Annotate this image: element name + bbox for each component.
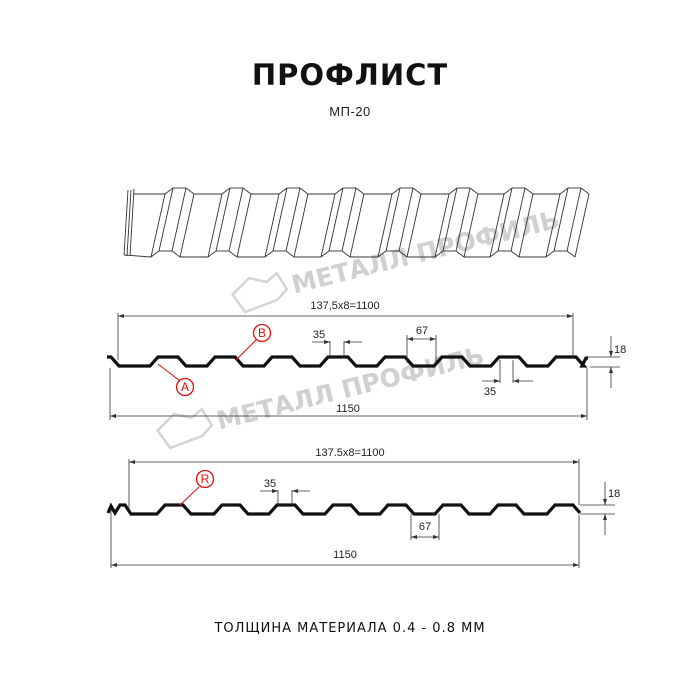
profile-top: 137,5x8=1100 1150 35 67 35 18 B A	[107, 300, 626, 420]
sheet-edge	[412, 187, 422, 195]
sheet-edge	[293, 193, 309, 258]
sheet-edge	[185, 187, 195, 195]
profile-line	[107, 355, 588, 368]
svg-text:R: R	[201, 472, 210, 486]
material-thickness-note: ТОЛЩИНА МАТЕРИАЛА 0.4 - 0.8 ММ	[214, 621, 486, 636]
sheet-edge	[545, 250, 555, 258]
sheet-edge	[129, 188, 135, 257]
profile-bottom: 137.5x8=1100 1150 35 67 18 R	[106, 447, 620, 568]
watermark-text: МЕТАЛЛ ПРОФИЛЬ	[214, 341, 487, 436]
sheet-edge	[228, 250, 238, 258]
sheet-edge	[398, 250, 408, 258]
watermark-2: МЕТАЛЛ ПРОФИЛЬ	[155, 341, 487, 450]
sheet-edge	[545, 193, 561, 258]
sheet-edge	[320, 193, 336, 258]
sheet-edge	[469, 187, 479, 195]
sheet-edge	[164, 187, 174, 195]
sheet-edge	[285, 250, 295, 258]
sheet-edge	[349, 193, 365, 258]
sheet-edge	[264, 250, 274, 258]
sheet-edge	[341, 187, 357, 252]
sheet-edge	[207, 193, 223, 258]
marker-a: A	[157, 363, 195, 397]
sheet-edge	[553, 187, 569, 252]
sheet-edge	[126, 189, 132, 257]
sheet-edge	[518, 193, 534, 258]
sheet-edge	[391, 187, 401, 195]
page-title: ПРОФЛИСТ	[251, 58, 449, 92]
sheet-edge	[406, 193, 422, 258]
rib-top-label: 35	[264, 478, 276, 490]
sheet-3d-view	[123, 187, 590, 258]
width-label: 1150	[336, 403, 360, 415]
sheet-edge	[434, 250, 444, 258]
sheet-edge	[278, 187, 288, 195]
sheet-edge	[377, 250, 387, 258]
sheet-edge	[510, 187, 526, 252]
sheet-edge	[123, 254, 152, 258]
svg-text:B: B	[258, 326, 266, 340]
sheet-edge	[207, 250, 217, 258]
sheet-edge	[559, 187, 569, 195]
height-label: 18	[608, 488, 620, 500]
sheet-edge	[158, 187, 174, 252]
sheet-edge	[264, 193, 280, 258]
sheet-edge	[272, 187, 288, 252]
sheet-edge	[179, 193, 195, 258]
sheet-edge	[385, 187, 401, 252]
sheet-edge	[442, 187, 458, 252]
valley-label: 67	[416, 325, 428, 337]
sheet-edge	[489, 250, 499, 258]
sheet-edge	[566, 187, 582, 252]
sheet-edge	[320, 250, 330, 258]
sheet-edge	[221, 187, 231, 195]
sheet-edge	[150, 250, 160, 258]
pitch-label: 137,5x8=1100	[310, 300, 379, 312]
sheet-edge	[497, 187, 513, 252]
sheet-edge	[503, 187, 513, 195]
sheet-edge	[328, 187, 344, 252]
profile-line	[106, 502, 582, 517]
sheet-edge	[463, 193, 479, 258]
svg-text:A: A	[181, 380, 189, 394]
sheet-edge	[580, 187, 590, 195]
marker-r: R	[179, 469, 215, 506]
sheet-edge	[566, 250, 576, 258]
sheet-edge	[489, 193, 505, 258]
watermark-1: МЕТАЛЛ ПРОФИЛЬ	[230, 205, 562, 314]
sheet-edge	[455, 187, 471, 252]
sheet-edge	[455, 250, 465, 258]
sheet-edge	[448, 187, 458, 195]
house-logo-icon	[230, 271, 289, 314]
sheet-edge	[150, 193, 166, 258]
width-label: 1150	[333, 549, 357, 561]
sheet-edge	[510, 250, 520, 258]
sheet-edge	[215, 187, 231, 252]
sheet-edge	[171, 250, 181, 258]
sheet-edge	[171, 187, 187, 252]
rib-top-label: 35	[313, 329, 325, 341]
sheet-edge	[398, 187, 414, 252]
sheet-edge	[377, 193, 393, 258]
sheet-edge	[123, 189, 129, 256]
sheet-edge	[355, 187, 365, 195]
sheet-edge	[299, 187, 309, 195]
sheet-edge	[236, 193, 252, 258]
marker-b: B	[235, 323, 272, 361]
sheet-edge	[228, 187, 244, 252]
sheet-edge	[334, 187, 344, 195]
house-logo-icon	[155, 407, 214, 450]
sheet-edge	[434, 193, 450, 258]
sheet-edge	[242, 187, 252, 195]
sheet-edge	[285, 187, 301, 252]
pitch-label: 137.5x8=1100	[315, 447, 384, 459]
valley-label: 67	[419, 521, 431, 533]
sheet-edge	[574, 193, 590, 258]
sheet-edge	[524, 187, 534, 195]
rib-bottom-label: 35	[484, 386, 496, 398]
sheet-edge	[341, 250, 351, 258]
page-subtitle: МП-20	[329, 104, 371, 119]
height-label: 18	[614, 344, 626, 356]
